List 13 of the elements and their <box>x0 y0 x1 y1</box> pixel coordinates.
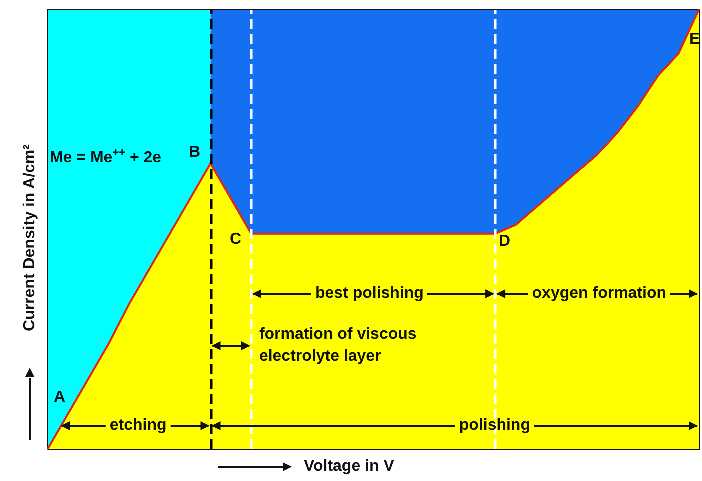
annotation: C <box>230 231 242 249</box>
annotation: best polishing <box>316 285 424 303</box>
annotation: Me = Me$^{++}$ + 2e <box>50 147 162 168</box>
x-axis-title: Voltage in V <box>304 458 394 476</box>
annotation: polishing <box>459 417 530 435</box>
annotation: formation of viscous electrolyte layer <box>259 325 418 367</box>
annotation: D <box>499 233 511 251</box>
annotation: oxygen formation <box>532 285 667 303</box>
annotation: B <box>189 144 201 162</box>
annotation: A <box>54 389 66 407</box>
annotation: E <box>690 31 700 49</box>
y-axis-title: Current Density in A/cm² <box>21 144 39 332</box>
annotation: etching <box>110 417 167 435</box>
